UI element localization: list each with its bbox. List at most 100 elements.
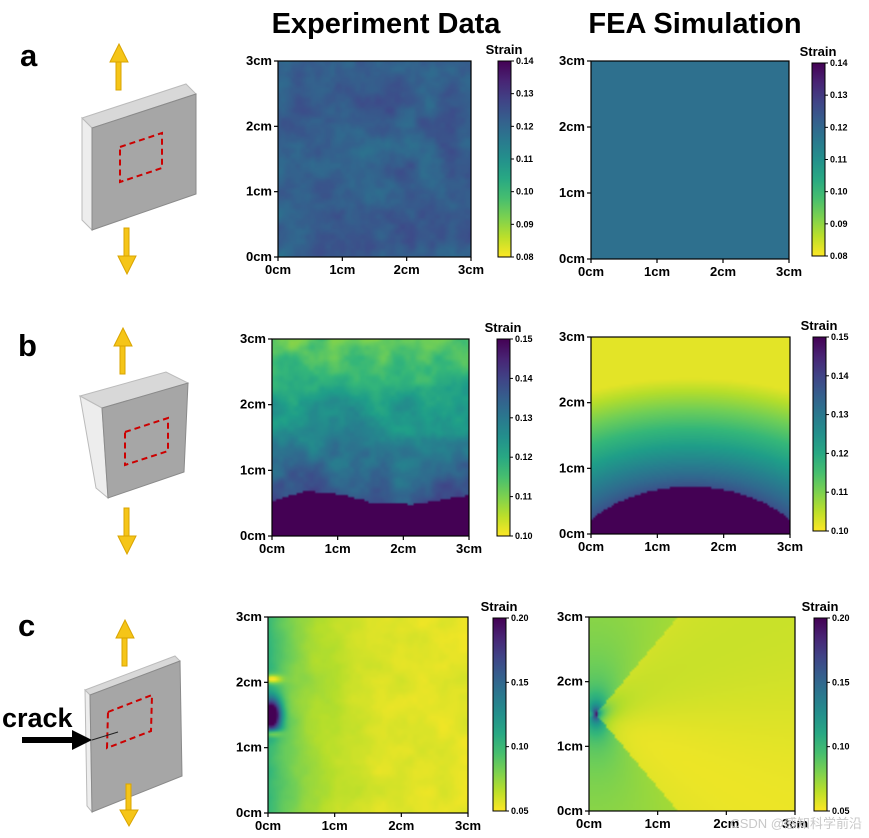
plot-frame (267, 616, 469, 814)
x-tick-label: 2cm (388, 818, 414, 833)
y-tick-label: 1cm (557, 738, 583, 753)
y-tick-label: 2cm (236, 674, 262, 689)
y-tick-label: 1cm (240, 462, 266, 477)
colorbar-tick-label: 0.08 (830, 251, 848, 261)
specimen-front-face (89, 660, 183, 813)
colorbar-tick-label: 0.15 (515, 334, 533, 344)
row-label-a: a (20, 38, 38, 73)
x-tick-label: 3cm (455, 818, 481, 833)
colorbar-tick-label: 0.14 (831, 371, 849, 381)
x-tick-label: 3cm (782, 816, 808, 831)
x-tick-label: 0cm (259, 541, 285, 556)
y-tick-label: 3cm (240, 331, 266, 346)
x-tick-label: 3cm (456, 541, 482, 556)
colorbar-tick-label: 0.15 (831, 332, 849, 342)
colorbar-tick-label: 0.13 (830, 90, 848, 100)
crack-label: crack (2, 703, 74, 733)
y-tick-label: 1cm (236, 740, 262, 755)
heatmap-field (589, 617, 795, 811)
colorbar-tick-label: 0.14 (515, 373, 533, 383)
colorbar-tick-label: 0.05 (832, 806, 850, 816)
colorbar-tick-label: 0.08 (516, 252, 534, 262)
colorbar-title: Strain (485, 320, 522, 335)
column-title-experiment: Experiment Data (272, 8, 502, 40)
colorbar-title: Strain (801, 318, 838, 333)
x-tick-label: 1cm (644, 264, 670, 279)
colorbar-tick-label: 0.14 (830, 58, 848, 68)
y-tick-label: 0cm (559, 526, 585, 541)
x-tick-label: 2cm (710, 264, 736, 279)
colorbar-tick-label: 0.20 (511, 613, 529, 623)
y-tick-label: 3cm (559, 53, 585, 68)
x-tick-label: 1cm (644, 539, 670, 554)
colorbar-tick-label: 0.10 (831, 526, 849, 536)
y-tick-label: 0cm (559, 251, 585, 266)
x-tick-label: 2cm (390, 541, 416, 556)
colorbar-tick-label: 0.10 (830, 187, 848, 197)
tension-arrow-up-icon (109, 42, 129, 91)
colorbar-tick-label: 0.11 (830, 155, 847, 165)
colorbar-tick-label: 0.12 (515, 452, 533, 462)
x-tick-label: 1cm (325, 541, 351, 556)
colorbar-tick-label: 0.11 (515, 492, 532, 502)
x-tick-label: 1cm (329, 262, 355, 277)
x-tick-label: 3cm (777, 539, 803, 554)
x-tick-label: 3cm (458, 262, 484, 277)
y-tick-label: 1cm (246, 184, 272, 199)
region-of-interest-box (105, 693, 154, 750)
plot-frame (277, 60, 472, 258)
y-tick-label: 3cm (236, 609, 262, 624)
colorbar (496, 338, 511, 537)
tension-arrow-down-icon (117, 227, 137, 276)
specimen-side-face (81, 116, 93, 232)
colorbar-tick-label: 0.05 (511, 806, 529, 816)
y-tick-label: 0cm (236, 805, 262, 820)
region-of-interest-box (124, 416, 169, 467)
colorbar-title: Strain (802, 599, 839, 614)
colorbar-tick-label: 0.20 (832, 613, 850, 623)
region-of-interest-box (119, 131, 163, 184)
x-tick-label: 0cm (255, 818, 281, 833)
y-tick-label: 1cm (559, 185, 585, 200)
y-tick-label: 2cm (559, 395, 585, 410)
heatmap-field (268, 617, 468, 813)
tension-arrow-up-icon (115, 618, 135, 667)
colorbar-tick-label: 0.11 (831, 487, 848, 497)
colorbar (812, 336, 827, 532)
x-tick-label: 0cm (265, 262, 291, 277)
plot-frame (590, 60, 790, 260)
y-tick-label: 1cm (559, 460, 585, 475)
heatmap-field (591, 61, 789, 259)
specimen-front-face (91, 93, 197, 231)
tension-arrow-down-icon (117, 507, 137, 556)
colorbar-tick-label: 0.10 (832, 742, 850, 752)
colorbar-tick-label: 0.13 (516, 89, 534, 99)
colorbar-tick-label: 0.13 (831, 410, 849, 420)
tension-arrow-down-icon (119, 783, 139, 828)
plot-frame (271, 338, 470, 537)
colorbar-tick-label: 0.12 (831, 448, 849, 458)
colorbar-tick-label: 0.12 (830, 122, 848, 132)
heatmap-field (272, 339, 469, 536)
colorbar-tick-label: 0.10 (511, 742, 529, 752)
plot-frame (590, 336, 791, 535)
x-tick-label: 0cm (576, 816, 602, 831)
specimen-illustration-a (81, 42, 197, 276)
y-tick-label: 3cm (246, 53, 272, 68)
colorbar-tick-label: 0.09 (830, 219, 848, 229)
y-tick-label: 2cm (559, 119, 585, 134)
specimen-front-face (101, 382, 189, 499)
colorbar-title: Strain (481, 599, 518, 614)
colorbar (492, 617, 507, 812)
colorbar-tick-label: 0.13 (515, 413, 533, 423)
colorbar-tick-label: 0.14 (516, 56, 534, 66)
heatmap-panels: 0cm 1cm 2cm 3cm 0cm 1cm 2cm 3cm Strain 0.14 0.13 0.… (236, 42, 850, 833)
y-tick-label: 0cm (246, 249, 272, 264)
x-tick-label: 2cm (394, 262, 420, 277)
colorbar (811, 62, 826, 257)
crack-arrow-icon (22, 730, 92, 750)
y-tick-label: 2cm (246, 118, 272, 133)
